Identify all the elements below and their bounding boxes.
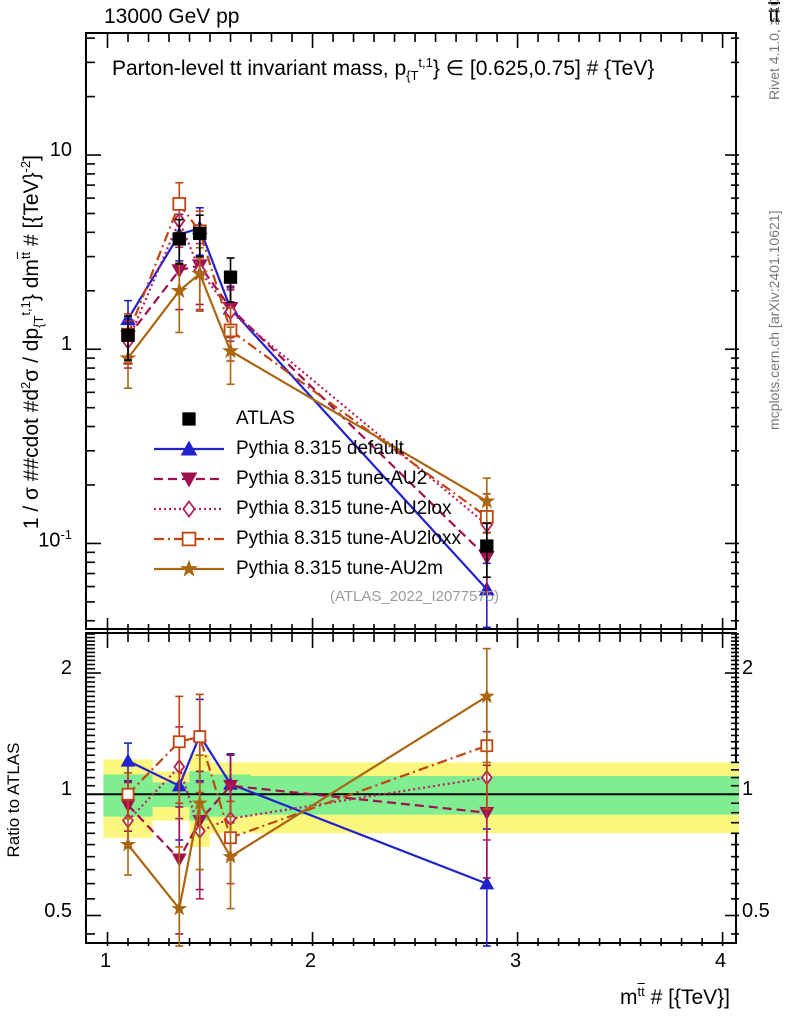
- legend-item-pythia-8-315-tune-au2m[interactable]: Pythia 8.315 tune-AU2m: [152, 554, 461, 584]
- ylabel-part1: 1 / σ ##cdot #d: [19, 388, 43, 530]
- ylabel-sup3: tt: [17, 251, 33, 260]
- ratio-plot-canvas: [87, 633, 740, 947]
- legend-item-atlas[interactable]: ATLAS: [152, 404, 461, 434]
- legend-label: Pythia 8.315 tune-AU2m: [236, 558, 444, 579]
- legend-marker-triangle-up-icon: [154, 440, 224, 456]
- mcplots-text: mcplots.cern.ch [arXiv:2401.10621]: [766, 210, 782, 430]
- main-plot-canvas: [87, 34, 739, 632]
- ratio-ytick-right-1: 1: [742, 778, 754, 801]
- mcplots-watermark: mcplots.cern.ch [arXiv:2401.10621]: [766, 211, 782, 430]
- legend-item-pythia-8-315-tune-au2loxx[interactable]: Pythia 8.315 tune-AU2loxx: [152, 524, 461, 554]
- legend-marker-diamond-open-icon: [154, 500, 224, 518]
- legend-key-4: [152, 525, 226, 553]
- analysis-reference-text: (ATLAS_2022_I2077575): [330, 588, 500, 605]
- legend-item-pythia-8-315-default[interactable]: Pythia 8.315 default: [152, 434, 461, 464]
- main-ytick-1: 1: [60, 333, 72, 356]
- xtick-4: 4: [715, 950, 727, 972]
- xtick-2: 2: [304, 950, 317, 972]
- plot-title-part2: } ∈ [0.625,0.75] # {TeV}: [432, 57, 655, 80]
- legend-label: Pythia 8.315 tune-AU2lox: [236, 498, 452, 519]
- legend-marker-square-open-icon: [154, 531, 224, 547]
- rivet-version-text: Rivet 4.1.0, ≥ 100k events: [766, 0, 782, 100]
- legend-marker-star-icon: [154, 559, 224, 577]
- xtick-3: 3: [510, 950, 522, 972]
- legend-marker-square-filled-icon: [182, 412, 196, 426]
- legend-label: ATLAS: [236, 408, 295, 429]
- ylabel-part3: } dm: [19, 259, 43, 302]
- process-text: tt: [768, 4, 780, 27]
- legend-key-2: [152, 465, 226, 493]
- collision-energy-text: 13000 GeV pp: [104, 5, 240, 28]
- ylabel-sup2: t,1: [17, 301, 33, 316]
- ratio-ytick-0-5: 0.5: [44, 899, 72, 922]
- xlabel-part1: m: [620, 986, 638, 1009]
- legend-key-0: [152, 405, 226, 433]
- legend-label: Pythia 8.315 default: [236, 438, 404, 459]
- ratio-plot-panel: [85, 632, 740, 947]
- rivet-version-watermark: Rivet 4.1.0, ≥ 100k events: [766, 0, 782, 100]
- analysis-reference-label: (ATLAS_2022_I2077575): [330, 588, 499, 605]
- legend-key-1: [152, 435, 226, 463]
- main-ytick-0-1: 10-1: [38, 527, 72, 553]
- ratio-series-pythia-8-315-tune-au2m: [120, 647, 495, 947]
- legend-key-5: [152, 555, 226, 583]
- legend-label: Pythia 8.315 tune-AU2loxx: [236, 528, 461, 549]
- xlabel-sup: tt: [637, 984, 645, 999]
- legend: ATLAS Pythia 8.315 default Pythia 8.315 tu…: [152, 404, 461, 584]
- ylabel-sup4: -2: [17, 160, 33, 173]
- main-ytick-10: 10: [49, 139, 72, 162]
- plot-title-sup: t,1: [418, 55, 433, 70]
- process-label: tt: [768, 4, 780, 28]
- ratio-ytick-right-0-5: 0.5: [742, 899, 770, 922]
- uncertainty-band-inner: [103, 771, 740, 821]
- main-plot-panel: [85, 32, 739, 632]
- ratio-ytick-1: 1: [60, 778, 72, 801]
- legend-marker-triangle-down-icon: [154, 472, 224, 488]
- x-axis-label: mtt # [{TeV}]: [430, 984, 730, 1010]
- series-atlas-data: [121, 214, 494, 579]
- legend-label: Pythia 8.315 tune-AU2: [236, 468, 428, 489]
- legend-item-pythia-8-315-tune-au2lox[interactable]: Pythia 8.315 tune-AU2lox: [152, 494, 461, 524]
- ylabel-part4: # [{TeV}: [19, 172, 43, 252]
- legend-key-3: [152, 495, 226, 523]
- plot-title-sub: {T: [406, 68, 419, 84]
- ylabel-sub1: {T: [31, 315, 47, 328]
- plot-title: Parton-level tt invariant mass, p{Tt,1} …: [112, 55, 654, 83]
- collision-energy-label: 13000 GeV pp: [104, 5, 239, 29]
- ratio-ytick-right-2: 2: [742, 657, 754, 680]
- xtick-1: 1: [99, 950, 112, 972]
- xlabel-part2: # [{TeV}]: [644, 986, 730, 1009]
- plot-title-part1: Parton-level tt invariant mass, p: [112, 57, 407, 80]
- ylabel-sup1: 2: [17, 381, 33, 389]
- ratio-ytick-2: 2: [60, 657, 72, 680]
- legend-item-pythia-8-315-tune-au2[interactable]: Pythia 8.315 tune-AU2: [152, 464, 461, 494]
